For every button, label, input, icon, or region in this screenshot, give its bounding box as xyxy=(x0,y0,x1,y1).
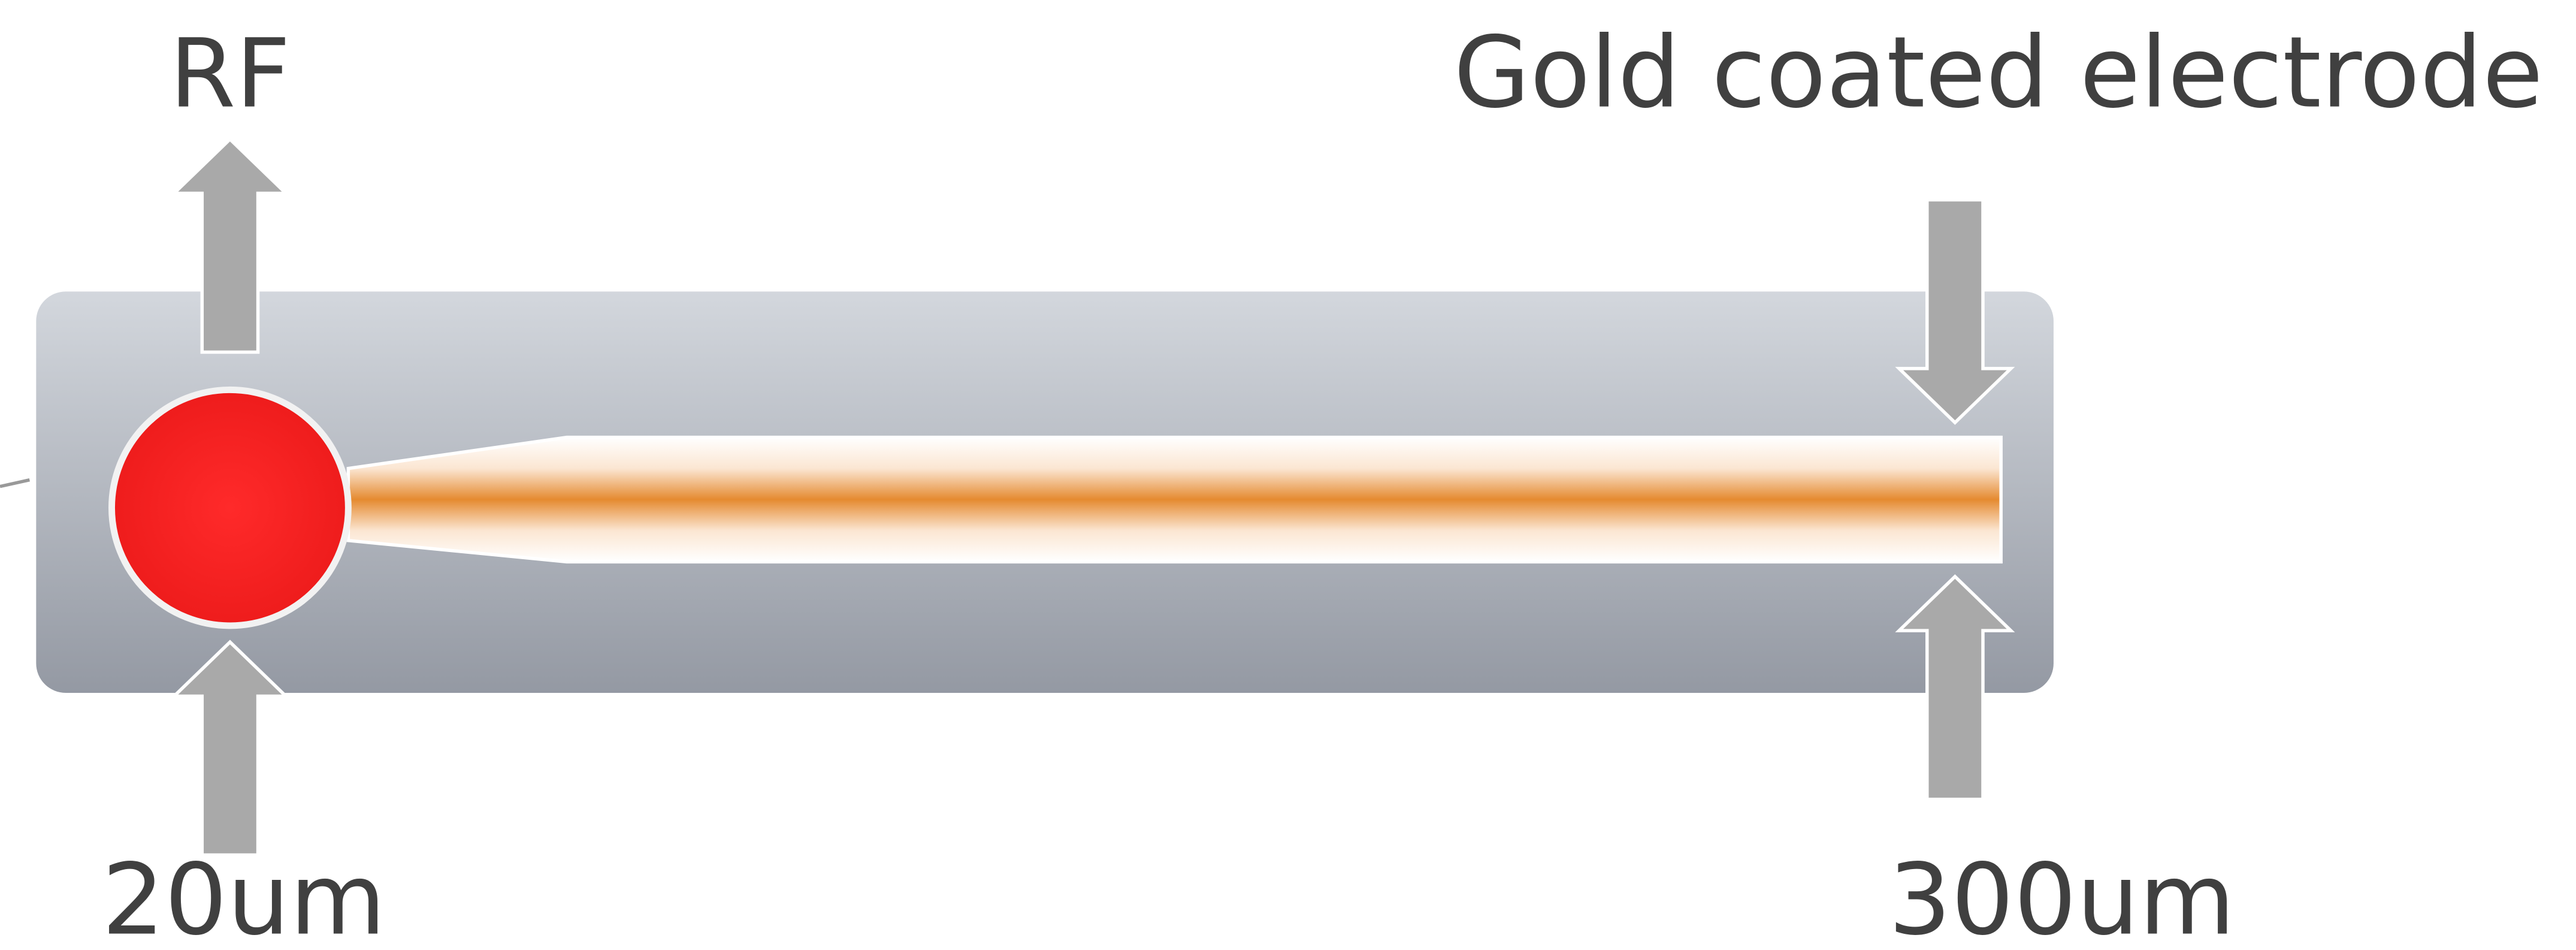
arrow-down xyxy=(1895,198,2015,425)
arrow-up xyxy=(170,640,290,857)
arrow-up xyxy=(170,137,290,354)
channel xyxy=(346,435,2003,564)
label-rf: RF xyxy=(170,19,291,129)
arrow-up xyxy=(1895,574,2015,801)
rf-port xyxy=(108,386,352,629)
lead-line xyxy=(0,478,30,488)
label-20um: 20um xyxy=(102,843,386,950)
label-300um: 300um xyxy=(1888,843,2235,950)
label-electrode: Gold coated electrode xyxy=(1454,16,2544,130)
